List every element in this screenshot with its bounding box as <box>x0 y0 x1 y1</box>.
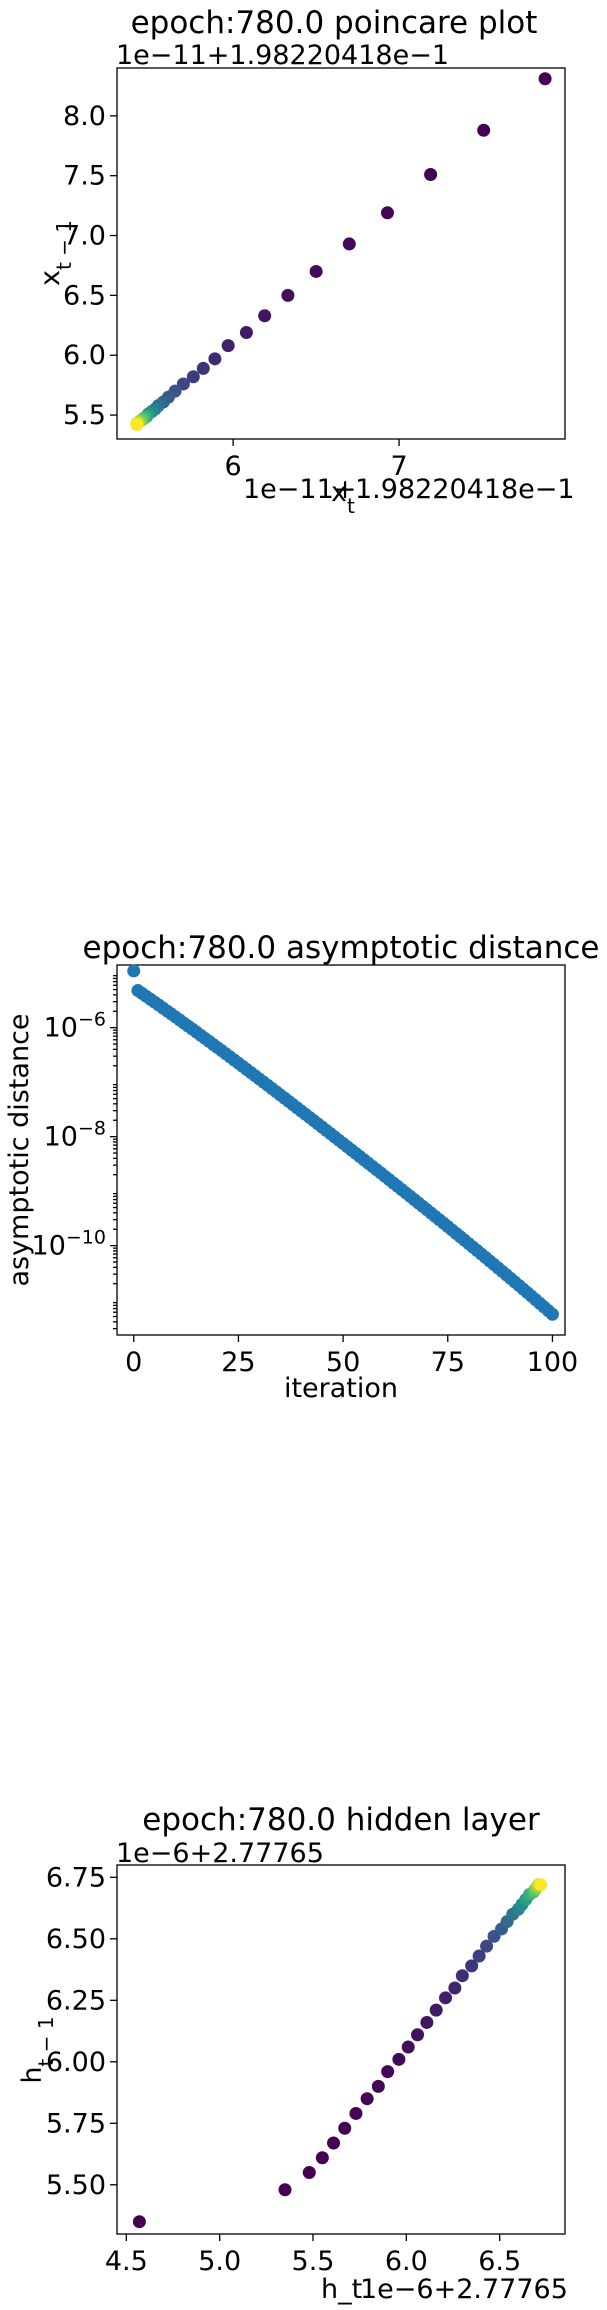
hidden-layer-y-tick-label: 6.00 <box>46 2047 106 2078</box>
hidden-layer-point <box>360 2092 374 2106</box>
poincare-point <box>281 288 295 302</box>
poincare-x-offset-label-right: 1.98220418e−1 <box>355 474 575 505</box>
hidden-layer-x-axis-label: h_t <box>321 2274 362 2305</box>
poincare-y-tick-label: 6.0 <box>63 340 106 371</box>
asymptotic-y-tick-label: 10−8 <box>44 1118 106 1153</box>
poincare-point <box>208 352 222 366</box>
hidden-layer-point <box>302 2166 316 2179</box>
hidden-layer-y-tick-label: 6.25 <box>46 1985 106 2016</box>
hidden-layer-y-axis: 5.50 5.75 6.00 6.25 6.50 6.75 <box>46 1862 117 2201</box>
hidden-layer-x-tick-label: 4.5 <box>105 2246 148 2277</box>
hidden-layer-point <box>448 1981 462 1995</box>
asymptotic-plot-area <box>116 964 566 1336</box>
hidden-layer-point <box>381 2065 395 2079</box>
asymptotic-point <box>545 1307 559 1321</box>
hidden-layer-x-axis: 4.5 5.0 5.5 6.0 6.5 <box>105 2234 521 2277</box>
hidden-layer-point <box>132 2215 146 2229</box>
hidden-layer-point <box>429 2003 443 2017</box>
asymptotic-title: epoch:780.0 asymptotic distance <box>83 930 600 966</box>
asymptotic-y-tick-label: 10−10 <box>32 1227 106 1262</box>
poincare-y-offset-label: 1e−11+1.98220418e−1 <box>116 40 449 71</box>
hidden-layer-point <box>401 2040 415 2054</box>
asymptotic-x-tick-label: 0 <box>125 1347 142 1378</box>
hidden-layer-point <box>534 1878 548 1892</box>
poincare-y-axis-label: xt − 1 <box>35 220 76 286</box>
poincare-point <box>258 309 272 323</box>
hidden-layer-y-axis-label: ht − 1 <box>17 2016 58 2083</box>
poincare-y-tick-label: 8.0 <box>63 101 106 132</box>
poincare-point <box>221 339 235 353</box>
hidden-layer-y-tick-label: 6.50 <box>46 1924 106 1955</box>
asymptotic-y-tick-label: 10−6 <box>44 1009 106 1044</box>
hidden-layer-title: epoch:780.0 hidden layer <box>142 1802 540 1838</box>
hidden-layer-y-offset-label: 1e−6+2.77765 <box>116 1838 324 1869</box>
hidden-layer-plot-area <box>116 1864 566 2235</box>
poincare-title: epoch:780.0 poincare plot <box>131 5 538 41</box>
hidden-layer-point <box>439 1991 453 2005</box>
hidden-layer-point <box>338 2121 352 2135</box>
poincare-x-tick-label: 6 <box>225 451 242 482</box>
poincare-y-axis: 5.5 6.0 6.5 7.0 7.5 8.0 <box>63 101 117 431</box>
poincare-point <box>424 168 438 182</box>
poincare-chart: epoch:780.0 poincare plot 1e−11+1.982204… <box>35 5 575 518</box>
hidden-layer-point <box>411 2028 425 2042</box>
poincare-point <box>186 370 200 384</box>
poincare-point <box>538 72 552 86</box>
poincare-x-axis-label: xt <box>331 477 355 518</box>
hidden-layer-y-tick-label: 6.75 <box>46 1862 106 1893</box>
hidden-layer-x-tick-label: 5.0 <box>198 2246 241 2277</box>
asymptotic-y-axis: 10−6 10−8 10−10 <box>32 975 117 1330</box>
hidden-layer-point <box>472 1949 486 1963</box>
poincare-point <box>380 206 394 220</box>
asymptotic-chart: epoch:780.0 asymptotic distance 0 25 50 75 1… <box>4 930 599 1404</box>
poincare-y-tick-label: 6.5 <box>63 280 106 311</box>
asymptotic-x-tick-label: 75 <box>431 1347 465 1378</box>
hidden-layer-x-tick-label: 6.0 <box>385 2246 428 2277</box>
hidden-layer-x-tick-label: 6.5 <box>478 2246 521 2277</box>
hidden-layer-point <box>327 2136 341 2150</box>
hidden-layer-chart: epoch:780.0 hidden layer 1e−6+2.77765 4.… <box>17 1802 568 2305</box>
poincare-point <box>130 418 144 432</box>
hidden-layer-x-tick-label: 5.5 <box>292 2246 335 2277</box>
hidden-layer-y-tick-label: 5.50 <box>46 2170 106 2201</box>
hidden-layer-point <box>480 1939 494 1953</box>
poincare-point <box>477 123 491 137</box>
hidden-layer-point <box>465 1959 479 1973</box>
hidden-layer-point <box>420 2015 434 2029</box>
hidden-layer-point <box>349 2106 363 2120</box>
asymptotic-x-tick-label: 50 <box>326 1347 360 1378</box>
asymptotic-x-axis: 0 25 50 75 100 <box>125 1335 578 1378</box>
hidden-layer-point <box>315 2151 329 2165</box>
hidden-layer-y-tick-label: 5.75 <box>46 2108 106 2139</box>
poincare-point <box>239 325 253 339</box>
poincare-point <box>342 237 356 251</box>
poincare-point <box>309 264 323 278</box>
hidden-layer-x-offset-label: 1e−6+2.77765 <box>360 2274 568 2305</box>
hidden-layer-point <box>371 2079 385 2093</box>
hidden-layer-points <box>132 1878 548 2229</box>
hidden-layer-point <box>455 1969 469 1983</box>
asymptotic-points <box>127 964 559 1321</box>
poincare-points <box>130 72 552 432</box>
poincare-y-tick-label: 5.5 <box>63 400 106 431</box>
asymptotic-x-tick-label: 25 <box>221 1347 255 1378</box>
poincare-y-tick-label: 7.0 <box>63 221 106 252</box>
asymptotic-x-axis-label: iteration <box>284 1373 398 1404</box>
poincare-x-tick-label: 7 <box>390 451 407 482</box>
poincare-point <box>196 361 210 375</box>
asymptotic-point <box>127 964 141 978</box>
poincare-plot-area <box>116 67 566 440</box>
hidden-layer-point <box>392 2052 406 2066</box>
hidden-layer-point <box>278 2183 292 2197</box>
poincare-x-offset-label-left: 1e−11+ <box>243 474 356 505</box>
asymptotic-x-tick-label: 100 <box>527 1347 579 1378</box>
poincare-y-tick-label: 7.5 <box>63 161 106 192</box>
asymptotic-y-axis-label: asymptotic distance <box>4 1013 35 1286</box>
